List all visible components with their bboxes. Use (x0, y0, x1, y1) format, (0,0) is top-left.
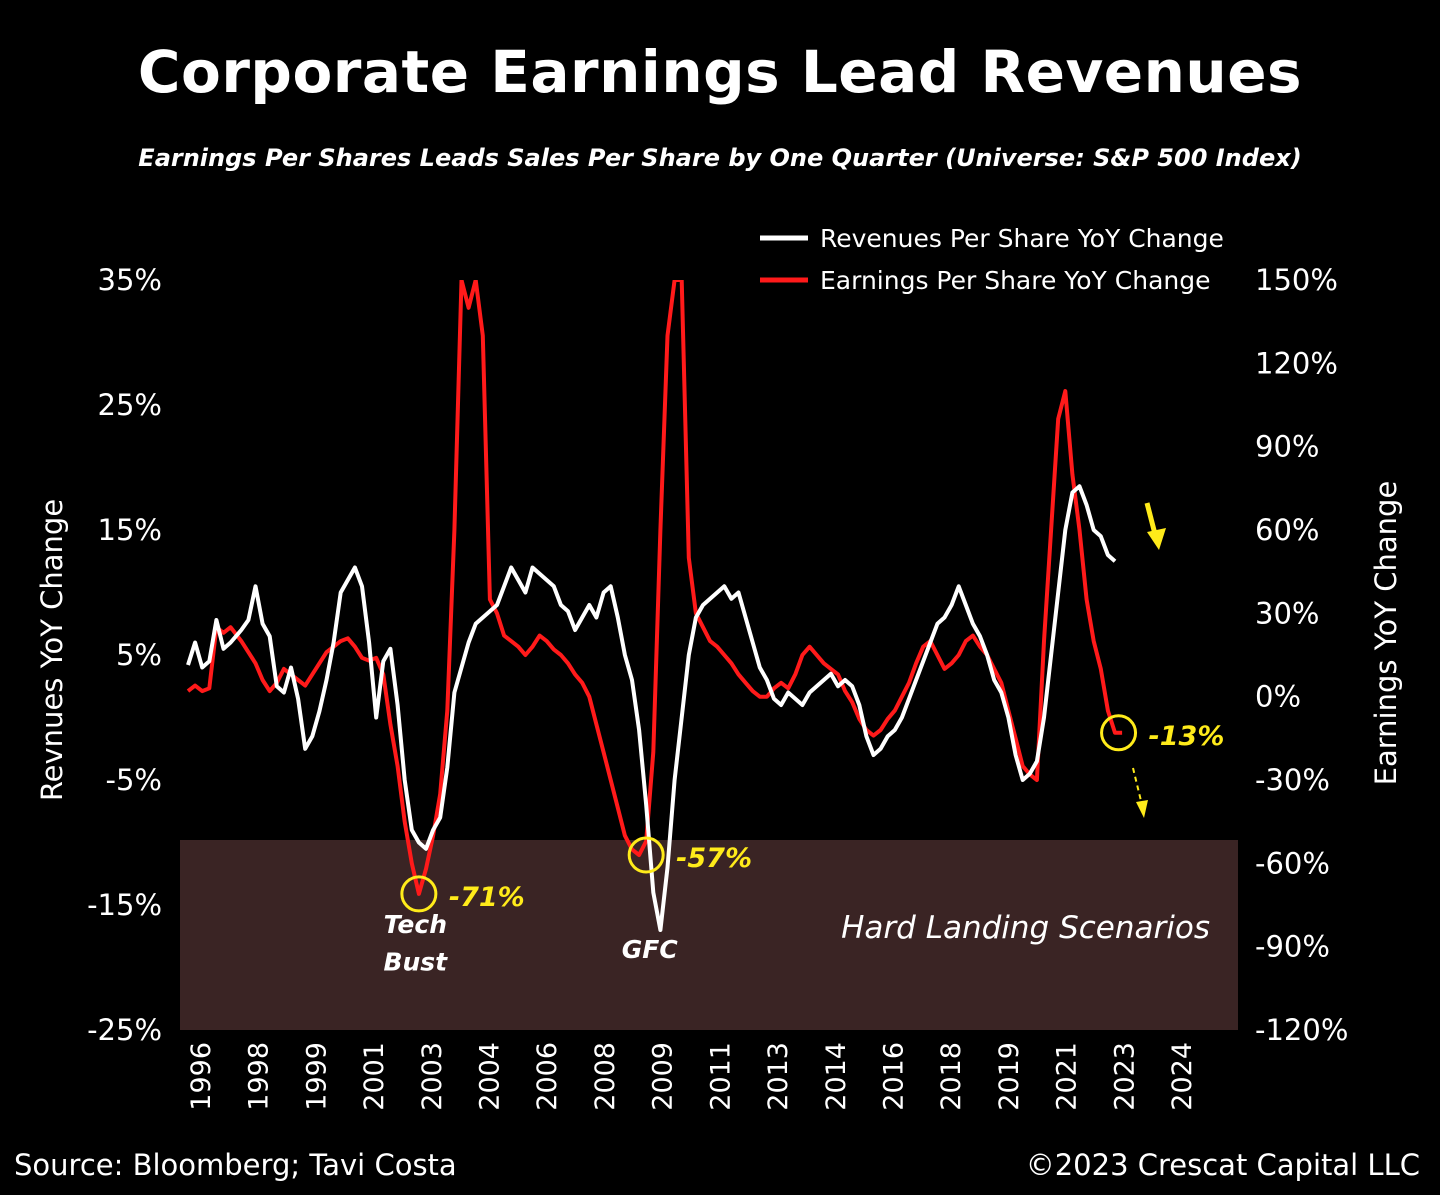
x-tick-label: 2024 (1167, 1042, 1198, 1111)
annotation-circle (1100, 714, 1138, 752)
right-tick-label: 0% (1255, 680, 1301, 714)
right-tick-label: 30% (1255, 596, 1319, 630)
event-label: GFC (622, 935, 679, 964)
x-tick-label: 2016 (878, 1042, 909, 1111)
x-tick-label: 2008 (590, 1042, 621, 1111)
legend-label: Earnings Per Share YoY Change (820, 266, 1211, 295)
left-tick-label: 15% (98, 513, 162, 547)
chart-title: Corporate Earnings Lead Revenues (137, 38, 1303, 106)
dashed-arrow-icon (1132, 767, 1143, 806)
annotation-value-label: -71% (449, 882, 525, 913)
down-arrow-head-icon (1147, 528, 1166, 550)
right-tick-label: -30% (1255, 763, 1330, 797)
right-tick-label: 150% (1255, 263, 1338, 297)
left-tick-label: -25% (87, 1013, 162, 1047)
event-label: Bust (383, 947, 448, 976)
left-tick-label: -15% (87, 888, 162, 922)
x-tick-label: 2001 (359, 1042, 390, 1111)
dashed-arrow-head-icon (1136, 800, 1148, 818)
right-tick-label: 60% (1255, 513, 1319, 547)
x-tick-label: 2009 (648, 1042, 679, 1111)
source-note: Source: Bloomberg; Tavi Costa (14, 1148, 457, 1182)
chart-subtitle: Earnings Per Shares Leads Sales Per Shar… (138, 144, 1302, 172)
x-tick-label: 2021 (1052, 1042, 1083, 1111)
right-tick-label: 90% (1255, 430, 1319, 464)
x-tick-label: 2023 (1109, 1042, 1140, 1111)
x-tick-label: 1999 (301, 1042, 332, 1111)
x-tick-label: 2011 (705, 1042, 736, 1111)
x-tick-label: 2014 (821, 1042, 852, 1111)
x-tick-label: 2003 (417, 1042, 448, 1111)
hard-landing-label: Hard Landing Scenarios (841, 910, 1210, 946)
hard-landing-region (180, 840, 1238, 1030)
right-tick-label: 120% (1255, 346, 1338, 380)
annotation-value-label: -13% (1149, 721, 1225, 752)
event-label: Tech (384, 910, 447, 939)
earnings-series-line (186, 280, 1123, 896)
x-tick-label: 2019 (994, 1042, 1025, 1111)
left-tick-label: 25% (98, 388, 162, 422)
right-tick-label: -60% (1255, 846, 1330, 880)
right-axis-title: Earnings YoY Change (1369, 481, 1403, 786)
copyright-note: ©2023 Crescat Capital LLC (1025, 1148, 1420, 1182)
legend-label: Revenues Per Share YoY Change (820, 224, 1224, 253)
right-tick-label: -120% (1255, 1013, 1348, 1047)
x-tick-label: 2013 (763, 1042, 794, 1111)
x-tick-label: 1996 (186, 1042, 217, 1111)
x-tick-label: 2018 (936, 1042, 967, 1111)
x-tick-label: 2004 (475, 1042, 506, 1111)
x-tick-label: 1998 (244, 1042, 275, 1111)
right-tick-label: -90% (1255, 930, 1330, 964)
annotation-circle (400, 875, 438, 913)
left-tick-label: 35% (98, 263, 162, 297)
left-axis-title: Revnues YoY Change (35, 499, 69, 801)
annotation-circle (627, 836, 665, 874)
annotation-value-label: -57% (676, 843, 752, 874)
left-tick-label: -5% (106, 763, 162, 797)
revenues-series-line (186, 484, 1117, 932)
x-tick-label: 2006 (532, 1042, 563, 1111)
left-tick-label: 5% (116, 638, 162, 672)
